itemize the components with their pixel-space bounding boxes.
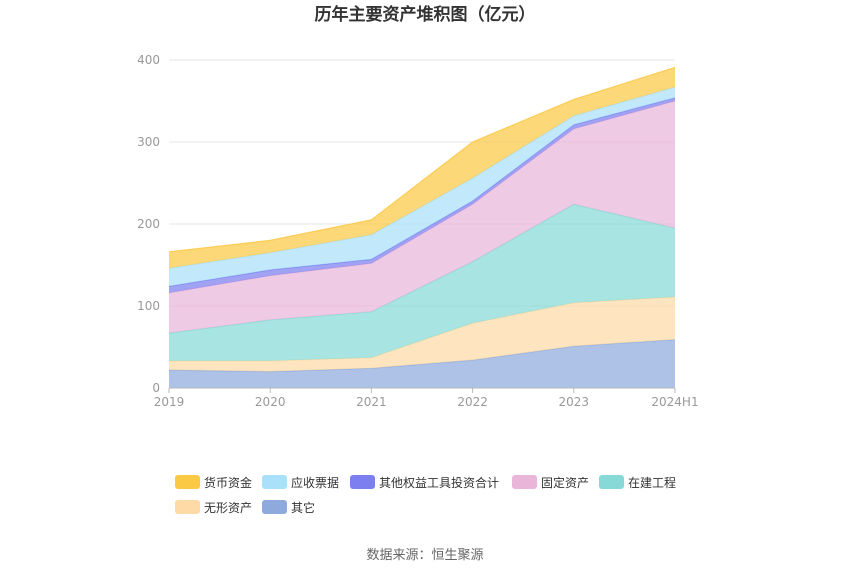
y-tick-label: 300 xyxy=(137,135,160,149)
area-7 xyxy=(169,339,675,388)
chart-title: 历年主要资产堆积图（亿元） xyxy=(315,4,536,25)
legend-label: 固定资产 xyxy=(541,475,589,490)
y-tick-label: 100 xyxy=(137,299,160,313)
x-tick-label: 2022 xyxy=(457,395,488,409)
area-edge-1 xyxy=(168,66,676,253)
y-tick-label: 400 xyxy=(137,53,160,67)
x-tick-label: 2020 xyxy=(255,395,286,409)
area-1 xyxy=(169,67,675,269)
legend-item-5[interactable]: 在建工程 xyxy=(599,475,676,490)
axes: 0 100 200 300 400 2019 2020 2021 2022 2023 2024H1 xyxy=(137,53,699,409)
legend-swatch xyxy=(262,500,287,514)
legend-swatch xyxy=(262,475,287,489)
area-4 xyxy=(169,101,675,334)
x-tick-label: 2023 xyxy=(559,395,590,409)
legend-swatch xyxy=(175,475,200,489)
legend-label: 其他权益工具投资合计 xyxy=(379,475,499,490)
legend-swatch xyxy=(175,500,200,514)
legend-item-6[interactable]: 无形资产 xyxy=(175,500,252,515)
legend-label: 应收票据 xyxy=(291,475,339,490)
data-source: 数据来源：恒生聚源 xyxy=(366,548,483,563)
area-series xyxy=(168,66,676,388)
legend-label: 无形资产 xyxy=(204,501,252,515)
x-tick-label: 2021 xyxy=(356,395,387,409)
area-edge-4 xyxy=(168,100,676,294)
x-tick-label: 2024H1 xyxy=(651,395,698,409)
legend-swatch xyxy=(599,475,624,489)
legend-label: 货币资金 xyxy=(204,475,252,490)
x-tick-label: 2019 xyxy=(154,395,185,409)
y-tick-label: 200 xyxy=(137,217,160,231)
area-5 xyxy=(169,204,675,361)
legend-label: 其它 xyxy=(291,500,315,515)
legend-item-1[interactable]: 货币资金 xyxy=(175,475,252,490)
y-tick-label: 0 xyxy=(152,381,160,395)
area-3 xyxy=(169,97,675,293)
area-6 xyxy=(169,297,675,372)
legend-swatch xyxy=(512,475,537,489)
legend-item-7[interactable]: 其它 xyxy=(262,500,315,515)
legend-item-3[interactable]: 其他权益工具投资合计 xyxy=(350,475,499,490)
legend-label: 在建工程 xyxy=(628,475,676,490)
legend-item-2[interactable]: 应收票据 xyxy=(262,475,339,490)
legend-swatch xyxy=(350,475,375,489)
legend-item-4[interactable]: 固定资产 xyxy=(512,475,589,490)
area-2 xyxy=(169,87,675,287)
